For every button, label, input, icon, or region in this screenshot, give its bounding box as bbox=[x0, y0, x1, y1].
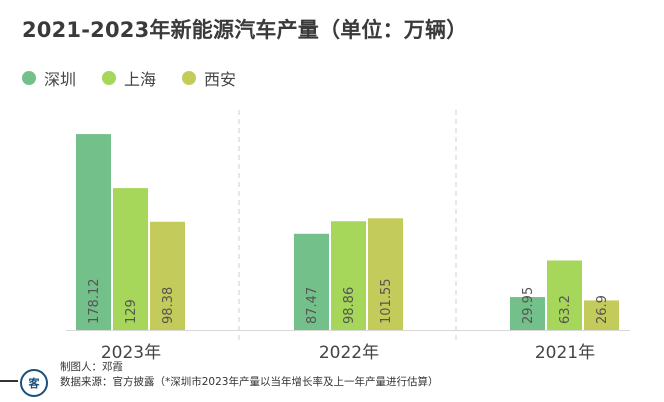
legend-item-xian[interactable]: 西安 bbox=[182, 66, 236, 90]
bar-1-1 bbox=[76, 134, 111, 330]
bar-value-label-1-1: 178.12 bbox=[87, 279, 102, 325]
bar-3-1 bbox=[510, 297, 545, 330]
footer-source: 数据来源：官方披露（*深圳市2023年产量以当年增长率及上一年产量进行估算） bbox=[60, 376, 439, 388]
chart-title: 2021-2023年新能源汽车产量（单位：万辆） bbox=[22, 18, 468, 42]
bar-value-label-1-3: 98.38 bbox=[161, 287, 176, 324]
legend-label-shanghai: 上海 bbox=[124, 70, 157, 89]
category-label-2: 2022年 bbox=[319, 343, 379, 363]
footer-author: 制图人：邓霞 bbox=[60, 361, 123, 373]
category-label-3: 2021年 bbox=[535, 343, 595, 363]
bar-2-2 bbox=[331, 221, 366, 330]
legend-swatch-xian bbox=[182, 71, 197, 85]
bar-value-label-3-3: 26.9 bbox=[595, 295, 610, 324]
bar-2-1 bbox=[294, 233, 329, 330]
bar-3-2 bbox=[547, 260, 582, 330]
bar-value-label-2-2: 98.86 bbox=[342, 287, 357, 324]
bar-1-3 bbox=[150, 221, 185, 330]
bar-3-3 bbox=[584, 300, 619, 330]
legend-swatch-shanghai bbox=[102, 71, 117, 85]
legend-item-shanghai[interactable]: 上海 bbox=[102, 66, 156, 90]
legend-item-shenzhen[interactable]: 深圳 bbox=[22, 66, 76, 90]
logo-mark: 客 bbox=[28, 377, 40, 390]
legend-swatch-shenzhen bbox=[22, 71, 36, 85]
bar-1-2 bbox=[113, 188, 148, 330]
legend-label-xian: 西安 bbox=[204, 70, 237, 89]
logo-divider bbox=[0, 380, 18, 382]
bar-value-label-2-1: 87.47 bbox=[305, 287, 320, 324]
bar-value-label-3-1: 29.95 bbox=[521, 287, 536, 324]
bar-value-label-3-2: 63.2 bbox=[558, 295, 573, 324]
bar-2-3 bbox=[368, 218, 403, 330]
brand-logo: 客 bbox=[20, 369, 48, 397]
bar-value-label-2-3: 101.55 bbox=[379, 279, 394, 325]
chart-legend: 深圳 上海 西安 bbox=[22, 66, 236, 90]
category-label-1: 2023年 bbox=[101, 343, 161, 363]
legend-label-shenzhen: 深圳 bbox=[44, 70, 77, 89]
bar-value-label-1-2: 129 bbox=[124, 299, 139, 324]
chart-footer: 制图人：邓霞 数据来源：官方披露（*深圳市2023年产量以当年增长率及上一年产量… bbox=[60, 360, 438, 390]
